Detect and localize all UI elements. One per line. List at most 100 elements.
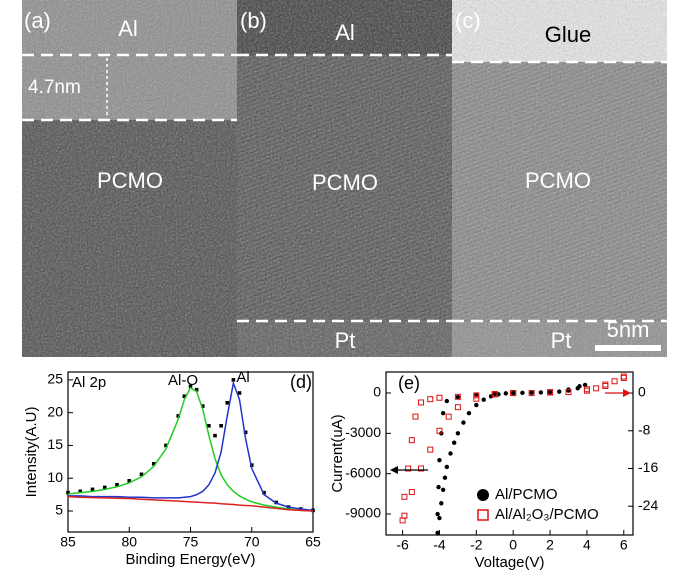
- data-point: [461, 420, 466, 425]
- data-point: [547, 389, 553, 395]
- legend-marker: [477, 509, 489, 521]
- x-tick-label: 75: [183, 534, 199, 550]
- x-tick-label: 6: [620, 537, 628, 553]
- data-point: [127, 479, 132, 483]
- data-point: [437, 515, 442, 521]
- data-point: [435, 511, 440, 517]
- data-point: [427, 446, 434, 453]
- layer-label: PCMO: [312, 170, 378, 195]
- y-tick-label: 20: [47, 403, 63, 419]
- layer-label: Pt: [551, 328, 572, 353]
- data-point: [243, 430, 248, 435]
- panel-label: (d): [290, 372, 312, 392]
- data-point: [492, 391, 497, 396]
- fit-line: [67, 386, 314, 512]
- data-point: [405, 465, 412, 472]
- y-tick-label: 15: [47, 436, 63, 452]
- data-point: [412, 413, 419, 420]
- data-point: [440, 410, 446, 416]
- data-point: [194, 387, 199, 392]
- scale-bar: [595, 345, 661, 351]
- data-point: [582, 382, 588, 388]
- data-point: [510, 390, 517, 397]
- data-point: [401, 512, 408, 519]
- x-axis-label: Binding Energy(eV): [125, 551, 255, 568]
- legend-marker: [477, 489, 489, 501]
- data-point: [439, 501, 444, 506]
- data-point: [520, 390, 525, 396]
- data-point: [444, 398, 450, 404]
- data-point: [427, 396, 434, 403]
- data-point: [219, 423, 223, 428]
- data-point: [207, 423, 211, 428]
- annotation: Al 2p: [72, 374, 106, 391]
- y-tick-label: -3000: [345, 424, 381, 440]
- y-tick-label: 10: [47, 469, 63, 485]
- data-point: [262, 490, 266, 495]
- tem-panel-a: (a) Al 4.7nm PCMO: [22, 0, 237, 357]
- data-point: [454, 393, 461, 400]
- data-point: [620, 373, 627, 380]
- data-point: [503, 391, 509, 396]
- y2-tick-label: 0: [638, 384, 646, 400]
- data-point: [408, 489, 415, 496]
- data-point: [164, 443, 168, 448]
- data-point: [237, 391, 242, 395]
- data-point: [510, 390, 516, 396]
- data-point: [436, 484, 441, 490]
- data-point: [454, 404, 461, 411]
- panel-label: (c): [455, 8, 481, 33]
- data-point: [466, 410, 472, 416]
- axis-arrow-head: [623, 389, 631, 397]
- tem-panel-c: (c) Glue PCMO Pt 5nm: [452, 0, 667, 357]
- x-tick-label: -4: [433, 537, 446, 553]
- data-point: [436, 427, 443, 434]
- data-point: [528, 390, 535, 397]
- data-point: [225, 401, 230, 405]
- x-tick-label: 65: [305, 534, 321, 550]
- legend-label: Al/PCMO: [495, 486, 558, 503]
- data-point: [481, 397, 486, 402]
- y2-tick-label: -16: [638, 459, 658, 475]
- panel-label: (a): [24, 8, 51, 33]
- data-point: [66, 490, 70, 495]
- x-tick-label: -6: [396, 537, 409, 553]
- thickness-label: 4.7nm: [28, 77, 81, 98]
- data-point: [583, 386, 590, 393]
- layer-label: Glue: [545, 22, 591, 47]
- data-point: [200, 404, 205, 408]
- data-point: [583, 387, 590, 394]
- data-point: [442, 475, 448, 480]
- data-point: [473, 392, 480, 399]
- data-point: [602, 381, 609, 388]
- x-tick-label: 2: [546, 537, 554, 553]
- data-point: [602, 382, 609, 389]
- y-tick-label: 25: [47, 371, 63, 387]
- data-point: [491, 391, 498, 398]
- data-point: [213, 433, 217, 438]
- data-point: [538, 390, 544, 395]
- layer-label: Al: [335, 20, 355, 45]
- data-point: [565, 389, 572, 396]
- y2-tick-label: -8: [638, 421, 651, 437]
- y2-tick-label: -24: [638, 497, 658, 513]
- y-axis-label: Intensity(A.U): [23, 407, 40, 498]
- data-point: [473, 395, 480, 402]
- layer-label: Pt: [335, 328, 356, 353]
- data-point: [445, 413, 452, 420]
- data-point: [78, 489, 83, 494]
- data-point: [115, 482, 119, 487]
- data-point: [188, 384, 193, 389]
- data-point: [102, 485, 107, 490]
- data-point: [440, 487, 446, 493]
- panel-label: (b): [240, 8, 267, 33]
- x-tick-label: 0: [509, 537, 517, 553]
- data-point: [151, 462, 156, 466]
- layer-label: Al: [118, 16, 138, 41]
- y-tick-label: 0: [373, 384, 381, 400]
- data-point: [593, 385, 600, 392]
- x-tick-label: 4: [583, 537, 591, 553]
- data-point: [611, 378, 618, 385]
- data-point: [448, 451, 453, 456]
